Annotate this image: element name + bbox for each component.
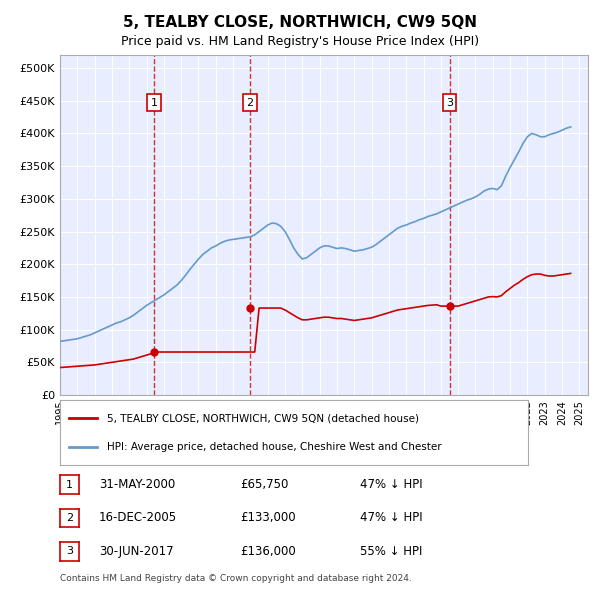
Text: 47% ↓ HPI: 47% ↓ HPI [360,512,422,525]
Text: 1: 1 [66,480,73,490]
Text: 5, TEALBY CLOSE, NORTHWICH, CW9 5QN (detached house): 5, TEALBY CLOSE, NORTHWICH, CW9 5QN (det… [107,413,419,423]
Text: 5, TEALBY CLOSE, NORTHWICH, CW9 5QN: 5, TEALBY CLOSE, NORTHWICH, CW9 5QN [123,15,477,30]
Text: 30-JUN-2017: 30-JUN-2017 [99,545,173,558]
Text: 16-DEC-2005: 16-DEC-2005 [99,512,177,525]
Text: Price paid vs. HM Land Registry's House Price Index (HPI): Price paid vs. HM Land Registry's House … [121,35,479,48]
Text: 1: 1 [151,97,157,107]
Text: 2: 2 [246,97,253,107]
Text: 3: 3 [66,546,73,556]
Text: 47% ↓ HPI: 47% ↓ HPI [360,478,422,491]
Text: HPI: Average price, detached house, Cheshire West and Chester: HPI: Average price, detached house, Ches… [107,442,442,452]
Text: £133,000: £133,000 [240,512,296,525]
Text: 3: 3 [446,97,453,107]
Text: £65,750: £65,750 [240,478,289,491]
Text: £136,000: £136,000 [240,545,296,558]
Text: Contains HM Land Registry data © Crown copyright and database right 2024.: Contains HM Land Registry data © Crown c… [60,574,412,583]
Text: 55% ↓ HPI: 55% ↓ HPI [360,545,422,558]
Text: 2: 2 [66,513,73,523]
Text: 31-MAY-2000: 31-MAY-2000 [99,478,175,491]
